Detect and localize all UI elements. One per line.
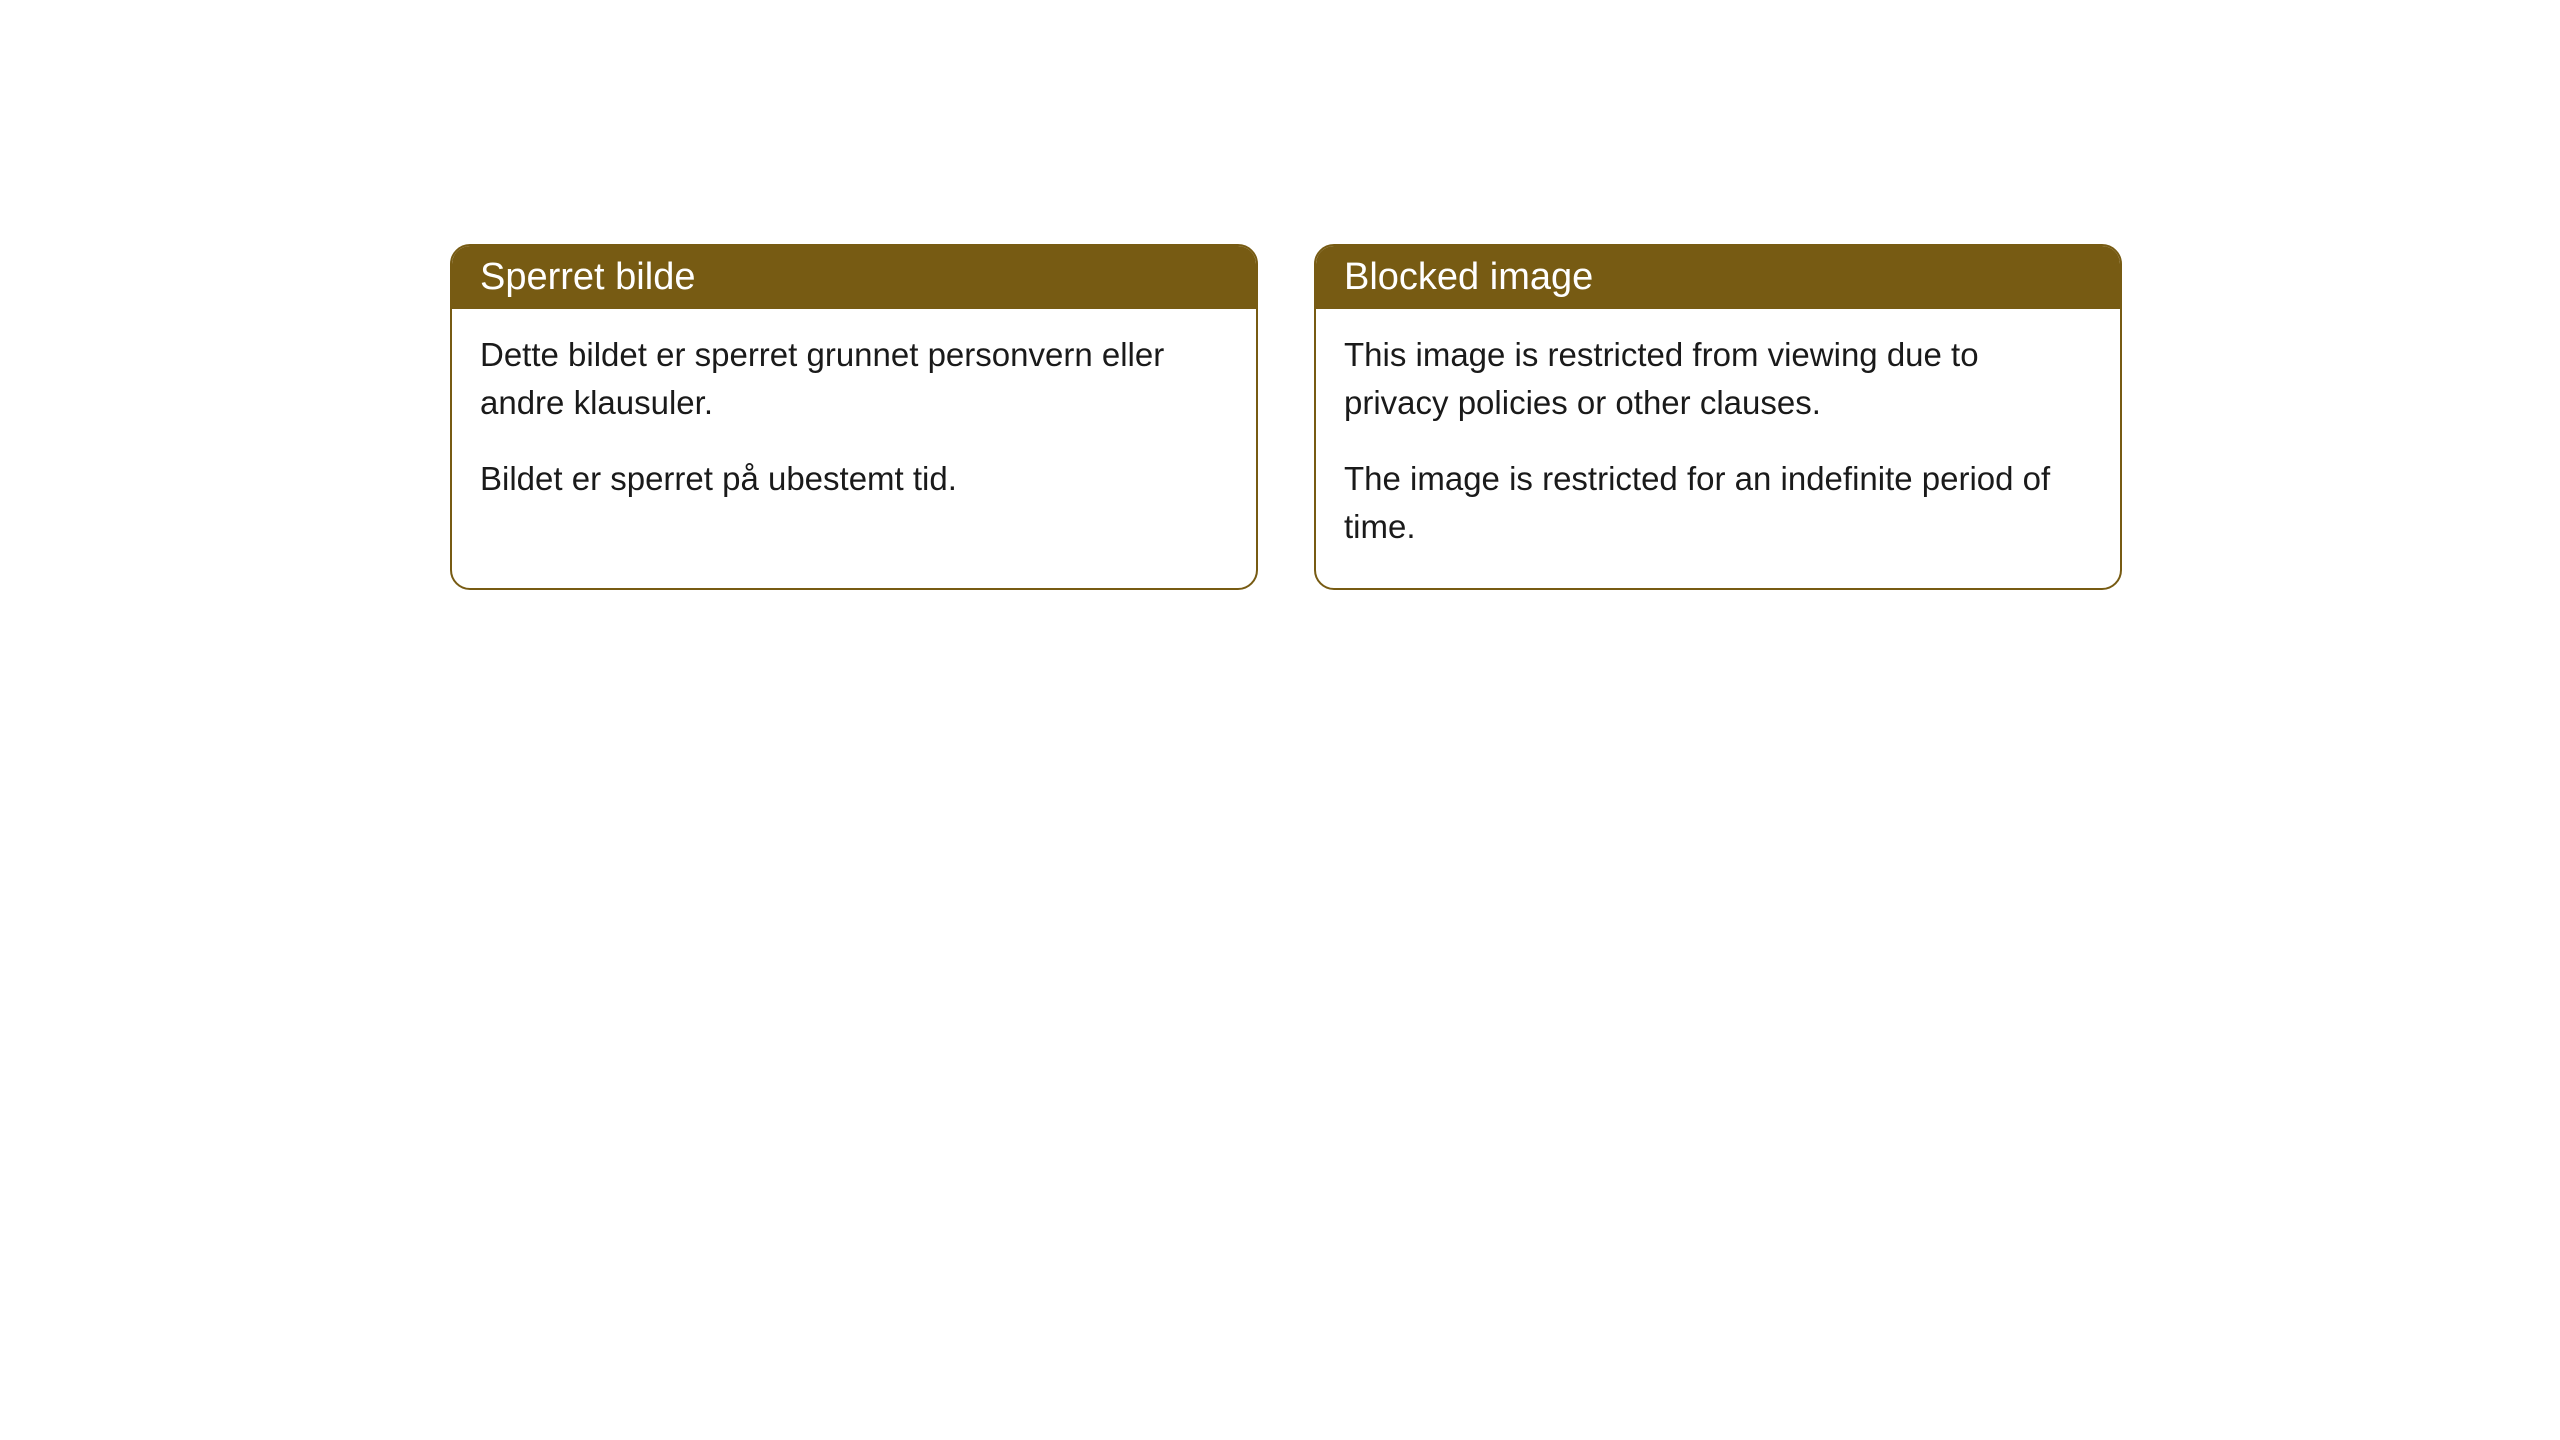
- card-header-english: Blocked image: [1316, 246, 2120, 309]
- card-text-1: Dette bildet er sperret grunnet personve…: [480, 331, 1228, 427]
- card-text-2: Bildet er sperret på ubestemt tid.: [480, 455, 1228, 503]
- card-title: Blocked image: [1344, 256, 1593, 298]
- blocked-image-card-norwegian: Sperret bilde Dette bildet er sperret gr…: [450, 244, 1258, 590]
- card-text-2: The image is restricted for an indefinit…: [1344, 455, 2092, 551]
- card-text-1: This image is restricted from viewing du…: [1344, 331, 2092, 427]
- notice-container: Sperret bilde Dette bildet er sperret gr…: [0, 0, 2560, 590]
- card-title: Sperret bilde: [480, 256, 695, 298]
- card-header-norwegian: Sperret bilde: [452, 246, 1256, 309]
- card-body-english: This image is restricted from viewing du…: [1316, 309, 2120, 588]
- card-body-norwegian: Dette bildet er sperret grunnet personve…: [452, 309, 1256, 541]
- blocked-image-card-english: Blocked image This image is restricted f…: [1314, 244, 2122, 590]
